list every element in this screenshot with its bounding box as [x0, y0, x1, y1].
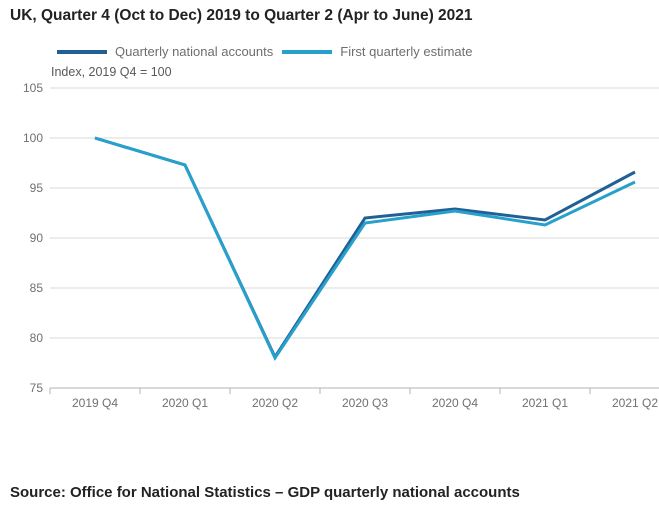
x-axis-tick-label: 2020 Q4 — [432, 396, 478, 410]
y-axis-tick-label: 85 — [30, 281, 44, 295]
x-axis-tick-label: 2020 Q1 — [162, 396, 208, 410]
y-axis-tick-label: 80 — [30, 331, 44, 345]
legend-line-swatch-dark-blue — [57, 49, 107, 54]
y-axis-tick-label: 90 — [30, 231, 44, 245]
y-axis-tick-label: 75 — [30, 381, 44, 395]
series-line-1 — [94, 136, 636, 362]
x-axis-tick-label: 2021 Q2 — [612, 396, 658, 410]
y-axis-tick-label: 100 — [23, 131, 43, 145]
chart-legend: Quarterly national accounts First quarte… — [57, 44, 472, 59]
x-axis-tick-label: 2020 Q3 — [342, 396, 388, 410]
y-axis-tick-label: 95 — [30, 181, 44, 195]
y-axis-tick-label: 105 — [23, 81, 43, 95]
y-axis-unit-label: Index, 2019 Q4 = 100 — [51, 65, 172, 79]
line-chart-plot-area: 75 80 85 90 95 100 105 2019 Q4 2020 Q1 2020 Q2 202… — [23, 81, 659, 410]
x-axis-tick-label: 2021 Q1 — [522, 396, 568, 410]
legend-label: First quarterly estimate — [340, 44, 473, 59]
chart-title: UK, Quarter 4 (Oct to Dec) 2019 to Quart… — [10, 7, 473, 24]
legend-label: Quarterly national accounts — [115, 44, 274, 59]
x-axis-tick-label: 2020 Q2 — [252, 396, 298, 410]
x-axis-tick-label: 2019 Q4 — [72, 396, 118, 410]
legend-line-swatch-light-blue — [282, 49, 333, 54]
legend-item-first-quarterly-estimate[interactable]: First quarterly estimate — [282, 44, 472, 59]
legend-item-quarterly-national-accounts[interactable]: Quarterly national accounts — [57, 44, 273, 59]
series-line-0 — [94, 136, 636, 361]
source-attribution: Source: Office for National Statistics –… — [10, 484, 520, 501]
